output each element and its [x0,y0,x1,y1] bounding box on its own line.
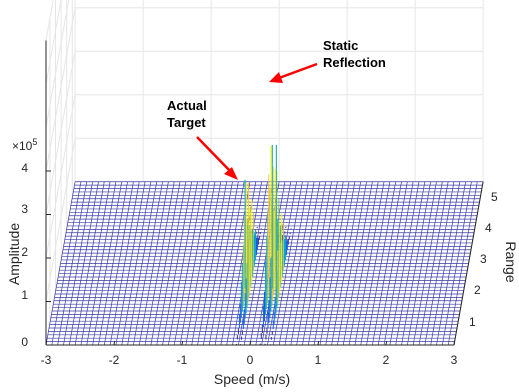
x-tick-labels: -3 -2 -1 0 1 2 3 [41,353,458,367]
z-exponent: ×105 [12,137,37,153]
surface-peaks [235,144,292,345]
z-tick-label: 1 [21,288,28,302]
annotation-text: Reflection [323,55,386,70]
x-axis-label: Speed (m/s) [214,371,290,387]
x-tick-label: -1 [177,353,188,367]
x-tick-mark [181,340,184,346]
y-tick-label: 4 [485,221,492,235]
x-tick-label: -3 [41,353,52,367]
z-tick-labels: 0 1 2 3 4 [21,161,28,349]
annotation-actual-target: Actual Target [167,98,238,180]
x-tick-label: 2 [383,353,390,367]
y-tick-label: 3 [480,252,487,266]
x-tick-mark [45,340,48,346]
axis-lines [45,40,484,346]
annotation-arrowhead [224,167,238,180]
y-tick-labels: 1 2 3 4 5 [469,190,498,329]
x-tick-label: 3 [451,353,458,367]
x-tick-mark [385,340,388,346]
z-tick-label: 0 [21,335,28,349]
annotation-text: Static [323,38,358,53]
x-tick-mark [317,340,320,346]
surface-mesh [45,181,484,346]
z-tick-label: 3 [21,202,28,216]
annotation-static-reflection: Static Reflection [269,38,386,83]
annotation-arrow [196,136,232,173]
y-axis-label: Range [503,241,519,282]
y-tick-label: 5 [491,190,498,204]
z-tick-label: 2 [21,245,28,259]
x-tick-mark [113,340,116,346]
annotation-arrowhead [269,72,283,83]
y-tick-label: 2 [474,283,481,297]
z-axis-label: Amplitude [6,223,22,285]
y-tick-label: 1 [469,315,476,329]
annotation-text: Actual [167,98,207,113]
x-tick-mark [249,340,252,346]
annotation-text: Target [167,115,206,130]
x-tick-mark [453,340,456,346]
x-tick-label: -2 [109,353,120,367]
annotation-arrow [278,62,318,80]
x-tick-label: 1 [315,353,322,367]
z-tick-label: 4 [21,161,28,175]
y-axis-line [453,181,484,346]
x-tick-label: 0 [247,353,254,367]
